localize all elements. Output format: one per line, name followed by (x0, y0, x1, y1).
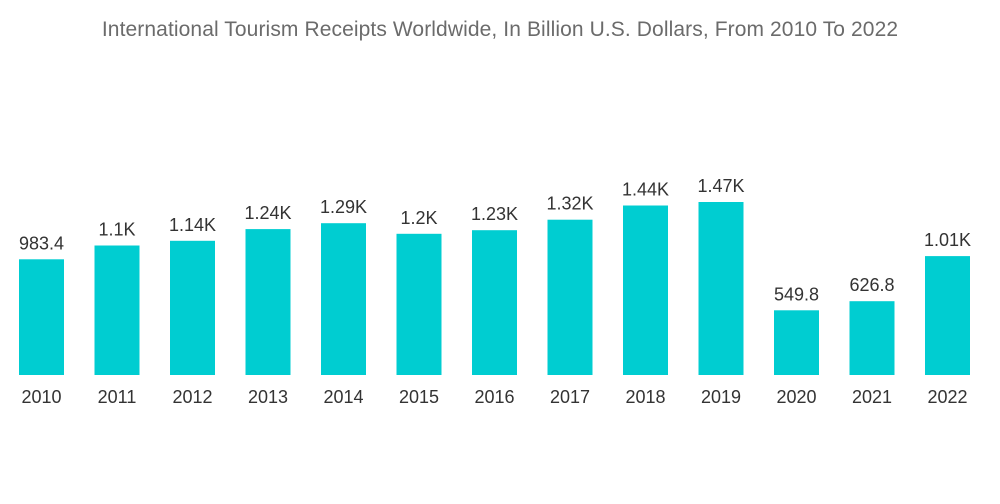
value-label-2022: 1.01K (924, 230, 971, 250)
bar-2014 (321, 223, 366, 375)
value-label-2020: 549.8 (774, 284, 819, 304)
bar-2017 (547, 219, 593, 375)
value-label-2010: 983.4 (19, 233, 64, 253)
value-label-2012: 1.14K (169, 215, 216, 235)
bar-2010 (19, 259, 64, 375)
value-labels-group: 983.4 1.1K 1.14K 1.24K 1.29K 1.2K 1.23K 1.32K 1.… (19, 176, 971, 304)
x-tick-2011: 2011 (98, 387, 137, 407)
x-tick-2018: 2018 (625, 387, 665, 407)
bar-2016 (472, 230, 517, 375)
chart-title: International Tourism Receipts Worldwide… (101, 18, 899, 41)
value-label-2021: 626.8 (849, 275, 894, 295)
value-label-2011: 1.1K (98, 220, 135, 240)
x-tick-2012: 2012 (172, 387, 212, 407)
x-tick-2019: 2019 (701, 387, 741, 407)
x-axis-tick-labels: 2010 2011 2012 2013 2014 2015 2016 2017 2018 2019… (21, 387, 967, 407)
x-tick-2014: 2014 (323, 387, 363, 407)
bar-2013 (245, 229, 291, 375)
bar-2021 (849, 301, 895, 375)
bar-2015 (396, 233, 442, 375)
x-tick-2020: 2020 (776, 387, 816, 407)
x-tick-2015: 2015 (399, 387, 439, 407)
value-label-2015: 1.2K (400, 208, 437, 228)
x-tick-2021: 2021 (852, 387, 892, 407)
value-label-2013: 1.24K (244, 203, 291, 223)
bar-2018 (623, 205, 668, 375)
x-tick-2013: 2013 (248, 387, 288, 407)
x-tick-2017: 2017 (550, 387, 590, 407)
bar-2012 (170, 240, 215, 375)
value-label-2017: 1.32K (546, 194, 593, 214)
value-label-2016: 1.23K (471, 204, 518, 224)
bar-2022 (925, 256, 970, 375)
value-label-2018: 1.44K (622, 180, 669, 200)
x-tick-2022: 2022 (927, 387, 967, 407)
bars-group (19, 202, 970, 375)
bar-2020 (774, 310, 819, 375)
value-label-2019: 1.47K (697, 176, 744, 196)
bar-2011 (94, 245, 140, 375)
value-label-2014: 1.29K (320, 197, 367, 217)
bar-2019 (698, 202, 744, 375)
x-tick-2016: 2016 (474, 387, 514, 407)
x-tick-2010: 2010 (21, 387, 61, 407)
